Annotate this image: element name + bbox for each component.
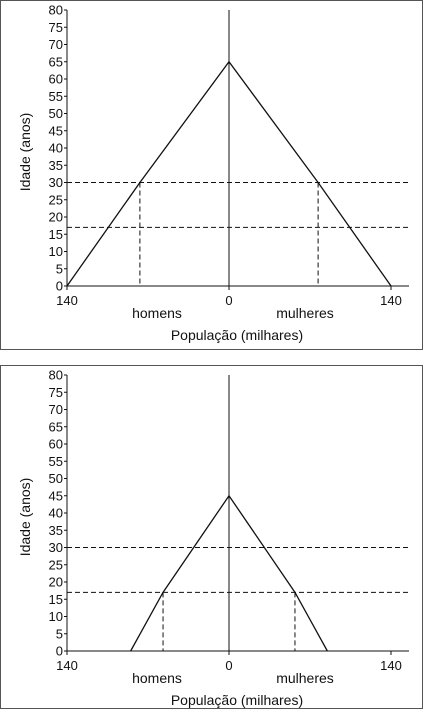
y-tick-label: 50 [49, 106, 63, 121]
mulheres-label: mulheres [276, 305, 334, 321]
y-tick-label: 10 [49, 609, 63, 624]
y-tick-label: 50 [49, 471, 63, 486]
y-tick-label: 10 [49, 244, 63, 259]
pyramid-series-line [66, 60, 392, 287]
y-tick-label: 65 [49, 54, 63, 69]
x-tick-label: 140 [56, 293, 78, 308]
y-tick-label: 45 [49, 123, 63, 138]
y-axis-title: Idade (anos) [17, 478, 33, 557]
y-tick-label: 75 [49, 385, 63, 400]
y-tick-label: 5 [56, 261, 63, 276]
y-tick-label: 60 [49, 72, 63, 87]
y-tick-label: 65 [49, 419, 63, 434]
y-tick-label: 35 [49, 523, 63, 538]
y-tick-label: 35 [49, 158, 63, 173]
y-tick-label: 75 [49, 20, 63, 35]
pyramid-chart-1: 0 5 10 15 20 25 30 35 40 45 50 55 60 65 70 75 80 140 0 140 h… [0, 0, 423, 350]
y-tick-label: 30 [49, 540, 63, 555]
y-tick-label: 20 [49, 210, 63, 225]
y-tick-label: 20 [49, 575, 63, 590]
homens-label: homens [132, 670, 182, 686]
pyramid-chart-2: 0 5 10 15 20 25 30 35 40 45 50 55 60 65 70 75 80 140 0 140 h… [0, 365, 423, 709]
homens-label: homens [132, 305, 182, 321]
y-tick-label: 0 [56, 279, 63, 294]
y-tick-label: 55 [49, 454, 63, 469]
y-tick-label: 5 [56, 626, 63, 641]
y-tick-label: 40 [49, 506, 63, 521]
x-axis-title: População (milhares) [171, 327, 303, 343]
y-tick-label: 45 [49, 488, 63, 503]
y-tick-label: 55 [49, 89, 63, 104]
x-tick-label: 140 [380, 658, 402, 673]
y-tick-label: 60 [49, 437, 63, 452]
x-axis-title: População (milhares) [171, 692, 303, 708]
x-tick-label: 140 [380, 293, 402, 308]
x-tick-label: 0 [225, 293, 232, 308]
y-tick-label: 70 [49, 37, 63, 52]
y-tick-label: 15 [49, 227, 63, 242]
y-tick-label: 25 [49, 192, 63, 207]
y-tick-label: 15 [49, 592, 63, 607]
y-tick-label: 40 [49, 141, 63, 156]
y-tick-label: 70 [49, 402, 63, 417]
y-axis-title: Idade (anos) [17, 113, 33, 192]
pyramid-series-line [130, 494, 328, 652]
y-tick-label: 25 [49, 557, 63, 572]
x-tick-label: 0 [225, 658, 232, 673]
y-tick-label: 80 [49, 3, 63, 18]
y-tick-label: 0 [56, 644, 63, 659]
y-tick-label: 80 [49, 368, 63, 383]
y-tick-label: 30 [49, 175, 63, 190]
x-tick-label: 140 [56, 658, 78, 673]
mulheres-label: mulheres [276, 670, 334, 686]
